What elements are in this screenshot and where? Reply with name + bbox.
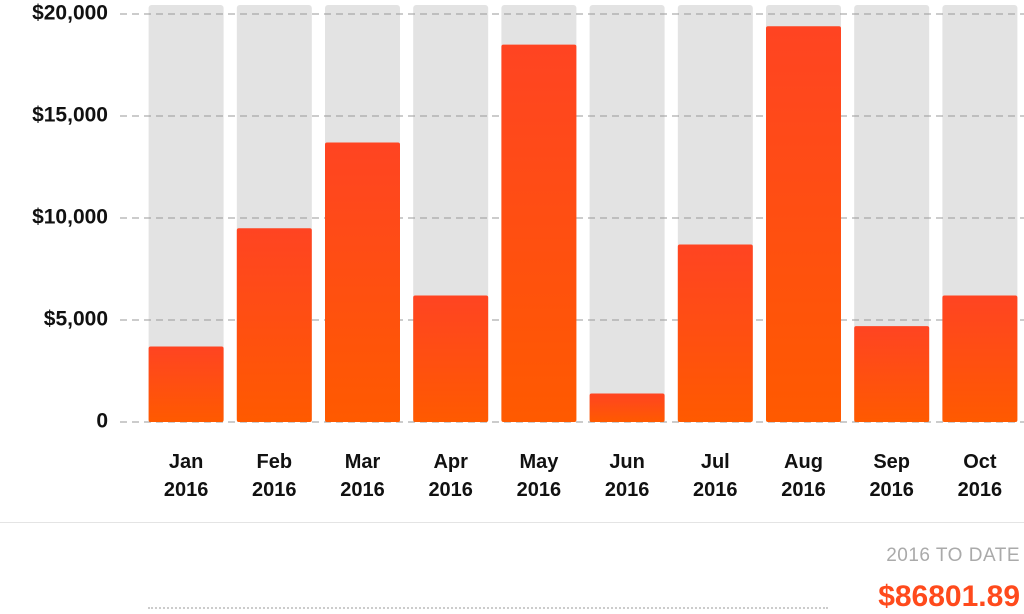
- summary-label: 2016 TO DATE: [886, 545, 1020, 566]
- bar: [325, 142, 400, 422]
- summary-total: $86801.89: [878, 580, 1020, 613]
- y-tick-label: $20,000: [32, 2, 108, 25]
- x-tick-label: Jul 2016: [693, 451, 738, 501]
- bar: [236, 228, 312, 422]
- bar: [677, 244, 753, 422]
- bar-track: [148, 5, 224, 422]
- y-tick-label: $5,000: [44, 308, 108, 331]
- x-tick-label: Feb 2016: [252, 451, 297, 501]
- x-tick-label: Mar 2016: [340, 451, 385, 501]
- x-tick-label: Sep 2016: [869, 451, 914, 501]
- y-tick-label: 0: [96, 410, 108, 433]
- bar-track: [589, 5, 665, 422]
- y-tick-label: $15,000: [32, 104, 108, 127]
- x-tick-label: May 2016: [516, 451, 562, 501]
- separator: [0, 522, 1024, 523]
- bar-track: [854, 5, 930, 422]
- x-tick-label: Aug 2016: [781, 451, 826, 501]
- bar: [589, 393, 665, 422]
- x-tick-label: Oct 2016: [957, 451, 1003, 501]
- chart: 0 $5,000 $10,000 $15,000 $20,000: [32, 2, 1024, 433]
- bar: [854, 326, 930, 422]
- bar: [942, 295, 1018, 422]
- x-tick-label: Jan 2016: [163, 451, 209, 501]
- bar: [413, 295, 489, 422]
- bar: [766, 26, 841, 423]
- bar: [501, 44, 577, 422]
- x-tick-label: Jun 2016: [604, 451, 650, 501]
- y-tick-label: $10,000: [32, 206, 108, 229]
- bar: [148, 346, 224, 422]
- x-tick-label: Apr 2016: [428, 451, 473, 501]
- dotted-line: [148, 607, 828, 609]
